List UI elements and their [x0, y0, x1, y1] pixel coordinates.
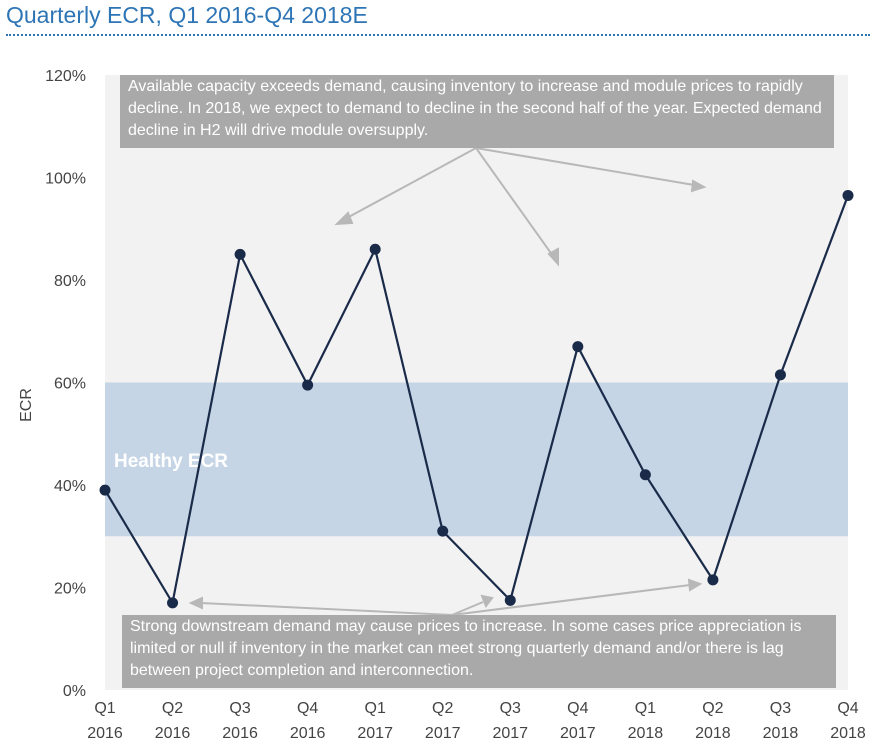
- data-point: [369, 243, 381, 255]
- data-point: [234, 248, 246, 260]
- arrowhead: [188, 596, 203, 610]
- y-tick-label: 20%: [54, 581, 86, 598]
- arrow-line: [475, 147, 695, 186]
- x-tick-year: 2016: [87, 725, 123, 742]
- arrow-line: [475, 147, 554, 257]
- x-tick-quarter: Q4: [567, 700, 588, 717]
- y-tick-label: 120%: [45, 68, 86, 85]
- y-tick-label: 0%: [63, 683, 86, 700]
- arrow-line: [200, 602, 453, 616]
- data-point: [302, 379, 314, 391]
- x-tick-year: 2016: [155, 725, 191, 742]
- data-point: [774, 369, 786, 381]
- x-tick-year: 2018: [695, 725, 731, 742]
- x-tick-year: 2018: [628, 725, 664, 742]
- data-point: [842, 189, 854, 201]
- bottom-annotation: Strong downstream demand may cause price…: [122, 615, 836, 688]
- x-tick-year: 2018: [763, 725, 799, 742]
- x-tick-year: 2017: [357, 725, 393, 742]
- healthy-ecr-label: Healthy ECR: [114, 451, 228, 472]
- x-tick-year: 2018: [830, 725, 866, 742]
- data-point: [707, 574, 719, 586]
- arrowhead: [547, 247, 559, 267]
- arrow-line: [344, 147, 477, 220]
- healthy-ecr-band: [105, 382, 848, 537]
- x-tick-quarter: Q2: [432, 700, 453, 717]
- x-tick-year: 2017: [560, 725, 596, 742]
- y-tick-label: 40%: [54, 478, 86, 495]
- ecr-series-line: [104, 195, 850, 606]
- x-tick-year: 2016: [290, 725, 326, 742]
- x-tick-quarter: Q2: [162, 700, 183, 717]
- arrowhead: [687, 578, 703, 592]
- x-axis-ticks: Q1 2016 Q2 2016 Q3 2016 Q4 2016 Q1 2017 Q2 2017 Q3 20…: [87, 700, 866, 742]
- x-tick-quarter: Q1: [365, 700, 386, 717]
- y-tick-label: 60%: [54, 376, 86, 393]
- y-tick-label: 100%: [45, 171, 86, 188]
- arrowhead: [334, 211, 354, 226]
- arrow-line: [451, 601, 484, 616]
- data-point: [639, 469, 651, 481]
- data-point: [572, 341, 584, 353]
- ecr-data-points: [99, 189, 854, 609]
- arrow-line: [451, 584, 691, 616]
- x-tick-year: 2017: [425, 725, 461, 742]
- arrowhead: [480, 594, 494, 609]
- data-point: [437, 525, 449, 537]
- data-point: [167, 597, 179, 609]
- x-tick-quarter: Q3: [500, 700, 521, 717]
- title-divider: [6, 34, 870, 36]
- y-axis-label: ECR: [18, 388, 35, 422]
- data-point: [504, 594, 516, 606]
- y-tick-label: 80%: [54, 273, 86, 290]
- x-tick-quarter: Q1: [635, 700, 656, 717]
- x-tick-quarter: Q4: [837, 700, 858, 717]
- x-tick-quarter: Q2: [702, 700, 723, 717]
- x-tick-quarter: Q4: [297, 700, 318, 717]
- x-tick-year: 2016: [222, 725, 258, 742]
- x-tick-quarter: Q3: [229, 700, 250, 717]
- top-annotation: Available capacity exceeds demand, causi…: [120, 75, 834, 148]
- x-tick-quarter: Q1: [94, 700, 115, 717]
- x-tick-year: 2017: [492, 725, 528, 742]
- annotation-arrows: [188, 147, 707, 616]
- y-axis-ticks: 0% 20% 40% 60% 80% 100% 120%: [45, 68, 86, 700]
- page-title: Quarterly ECR, Q1 2016-Q4 2018E: [6, 2, 368, 28]
- x-tick-quarter: Q3: [770, 700, 791, 717]
- data-point: [99, 484, 111, 496]
- arrowhead: [690, 179, 707, 193]
